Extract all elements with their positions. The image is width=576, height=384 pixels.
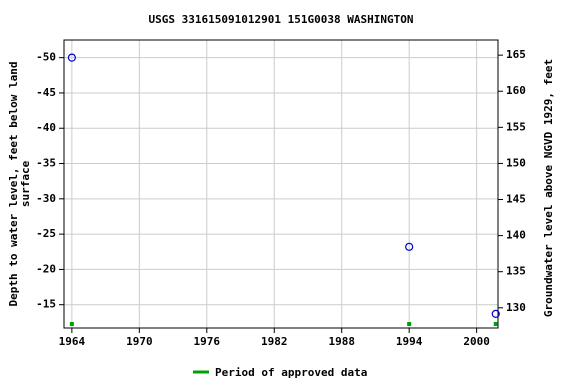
plot-frame [63,39,499,329]
y2-axis-label: Groundwater level above NGVD 1929, feet [542,59,555,317]
x-tick-label: 1994 [396,335,423,348]
y-axis-label: surface [19,160,32,207]
y2-tick-label: 150 [506,156,526,169]
x-tick-label: 1976 [194,335,221,348]
x-tick-label: 1964 [59,335,86,348]
x-tick-label: 1988 [328,335,355,348]
data-point [67,53,76,62]
approved-marker [407,322,412,326]
y-tick-label: -15 [36,298,56,311]
y2-tick-label: 145 [506,193,526,206]
approved-marker [493,322,498,326]
data-point [491,309,500,318]
y-axis-label: Depth to water level, feet below land [7,61,20,306]
y2-tick-label: 140 [506,229,526,242]
x-tick-label: 1970 [126,335,153,348]
y2-tick-label: 165 [506,48,526,61]
x-tick-label: 2000 [463,335,490,348]
approved-marker [69,322,74,326]
y-tick-label: -30 [36,192,56,205]
data-point [405,242,414,251]
y2-tick-label: 130 [506,301,526,314]
y2-tick-label: 135 [506,265,526,278]
y-tick-label: -25 [36,227,56,240]
legend-label: Period of approved data [215,366,367,379]
y-tick-label: -50 [36,51,56,64]
y-tick-label: -35 [36,157,56,170]
x-tick-label: 1982 [261,335,288,348]
y-tick-label: -20 [36,262,56,275]
y-tick-label: -40 [36,121,56,134]
y2-tick-label: 155 [506,120,526,133]
y2-tick-label: 160 [506,84,526,97]
y-tick-label: -45 [36,86,56,99]
chart-title: USGS 331615091012901 151G0038 WASHINGTON [149,13,414,26]
